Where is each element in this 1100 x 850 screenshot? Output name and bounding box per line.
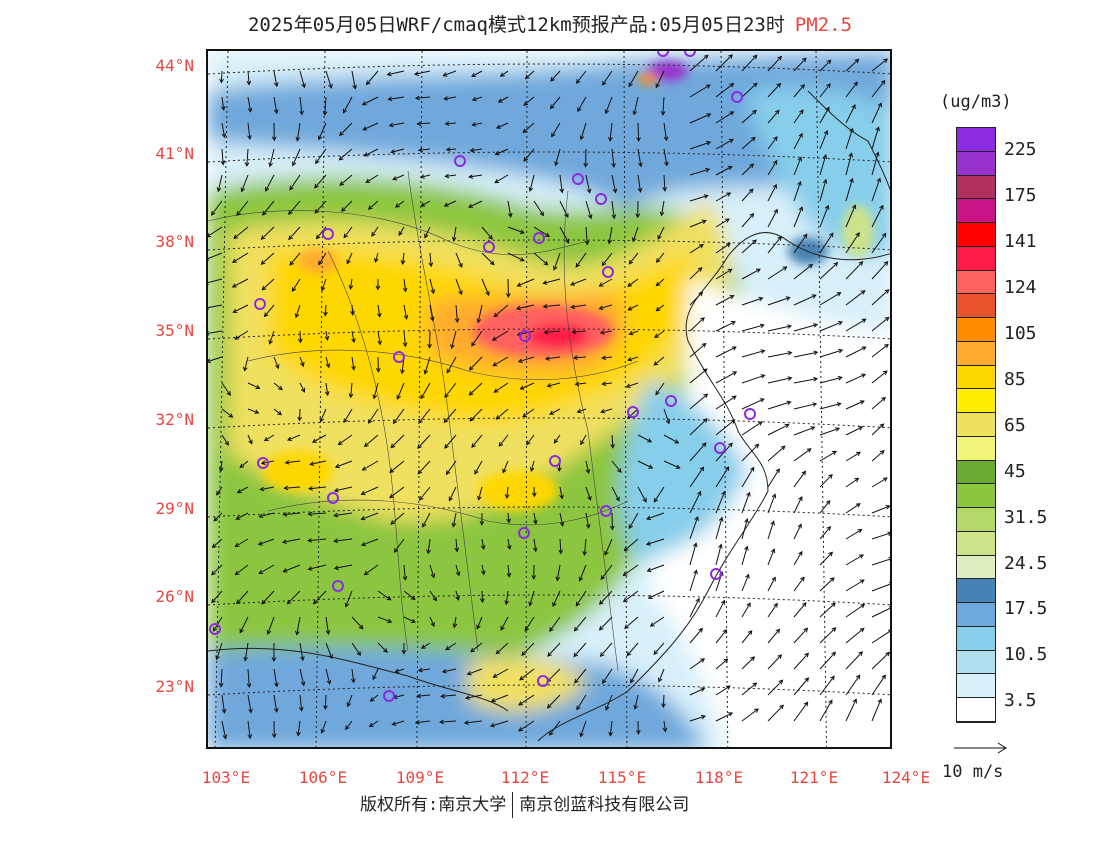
legend-color-cell	[957, 318, 995, 342]
city-marker	[383, 690, 395, 702]
footer-divider	[512, 792, 514, 818]
city-marker	[665, 395, 677, 407]
lon-label: 109°E	[395, 768, 445, 787]
city-marker	[657, 51, 669, 57]
legend-color-cell	[957, 199, 995, 224]
lat-label: 29°N	[155, 499, 194, 518]
legend-label: 85	[1004, 369, 1026, 390]
legend-color-cell	[957, 460, 995, 485]
city-marker	[731, 91, 743, 103]
legend-color-cell	[957, 674, 995, 699]
lat-label: 26°N	[155, 587, 194, 606]
legend-color-cell	[957, 508, 995, 532]
legend-label: 45	[1004, 461, 1026, 482]
city-marker	[327, 492, 339, 504]
city-marker	[549, 455, 561, 467]
wind-vectors	[208, 54, 890, 740]
lat-label: 35°N	[155, 321, 194, 340]
legend-label: 17.5	[1004, 598, 1048, 619]
city-markers	[209, 51, 756, 702]
legend-color-cell	[957, 579, 995, 604]
city-marker	[454, 155, 466, 167]
city-marker	[254, 298, 266, 310]
city-marker	[209, 623, 221, 635]
legend-label: 141	[1004, 231, 1037, 252]
title-text: 2025年05月05日WRF/cmaq模式12km预报产品:05月05日23时	[247, 14, 785, 36]
legend-label: 175	[1004, 185, 1037, 206]
legend-color-cell	[957, 365, 995, 390]
coastline	[208, 90, 890, 742]
legend-label: 3.5	[1004, 690, 1037, 711]
lon-label: 121°E	[789, 768, 839, 787]
legend-label: 65	[1004, 415, 1026, 436]
city-marker	[627, 406, 639, 418]
lat-label: 23°N	[155, 677, 194, 696]
legend-unit: (ug/m3)	[940, 92, 1012, 112]
color-legend	[956, 127, 996, 723]
lat-label: 44°N	[155, 56, 194, 75]
city-marker	[483, 241, 495, 253]
lat-label: 32°N	[155, 410, 194, 429]
city-marker	[332, 580, 344, 592]
city-marker	[518, 527, 530, 539]
legend-color-cell	[957, 151, 995, 176]
legend-color-cell	[957, 128, 995, 152]
lon-label: 106°E	[298, 768, 348, 787]
legend-label: 10.5	[1004, 644, 1048, 665]
legend-label: 105	[1004, 323, 1037, 344]
legend-color-cell	[957, 650, 995, 675]
city-marker	[595, 193, 607, 205]
city-marker	[602, 266, 614, 278]
wind-reference-label: 10 m/s	[942, 762, 1004, 782]
legend-color-cell	[957, 413, 995, 437]
legend-label: 24.5	[1004, 553, 1048, 574]
lon-label: 118°E	[694, 768, 744, 787]
legend-color-cell	[957, 555, 995, 580]
city-marker	[572, 173, 584, 185]
footer: 版权所有:南京大学 南京创蓝科技有限公司	[360, 790, 689, 818]
city-marker	[519, 330, 531, 342]
lon-label: 115°E	[597, 768, 647, 787]
lon-label: 112°E	[500, 768, 550, 787]
legend-label: 225	[1004, 139, 1037, 160]
legend-color-cell	[957, 270, 995, 295]
forecast-map[interactable]	[206, 49, 892, 749]
legend-color-cell	[957, 246, 995, 271]
legend-label: 124	[1004, 277, 1037, 298]
lat-label: 41°N	[155, 144, 194, 163]
legend-color-cell	[957, 531, 995, 556]
city-marker	[684, 51, 696, 57]
legend-color-cell	[957, 223, 995, 247]
wind-reference-arrow	[954, 742, 1007, 754]
legend-color-cell	[957, 436, 995, 461]
legend-color-cell	[957, 484, 995, 509]
legend-color-cell	[957, 175, 995, 200]
city-marker	[710, 568, 722, 580]
legend-color-cell	[957, 294, 995, 319]
company-text: 南京创蓝科技有限公司	[519, 795, 690, 815]
legend-color-cell	[957, 389, 995, 414]
city-marker	[744, 408, 756, 420]
city-marker	[393, 351, 405, 363]
city-marker	[714, 442, 726, 454]
city-marker	[257, 457, 269, 469]
lon-label: 103°E	[201, 768, 251, 787]
city-marker	[533, 232, 545, 244]
graticule	[208, 51, 890, 747]
legend-color-cell	[957, 603, 995, 627]
legend-label: 31.5	[1004, 507, 1048, 528]
pm25-field	[208, 51, 890, 747]
legend-color-cell	[957, 626, 995, 651]
lon-label: 124°E	[881, 768, 931, 787]
copyright-text: 版权所有:南京大学	[360, 795, 507, 815]
legend-color-cell	[957, 698, 995, 722]
legend-color-cell	[957, 341, 995, 366]
species-label: PM2.5	[794, 14, 853, 36]
map-title: 2025年05月05日WRF/cmaq模式12km预报产品:05月05日23时 P…	[0, 10, 1100, 37]
lat-label: 38°N	[155, 232, 194, 251]
city-marker	[537, 675, 549, 687]
city-marker	[600, 505, 612, 517]
city-marker	[322, 228, 334, 240]
